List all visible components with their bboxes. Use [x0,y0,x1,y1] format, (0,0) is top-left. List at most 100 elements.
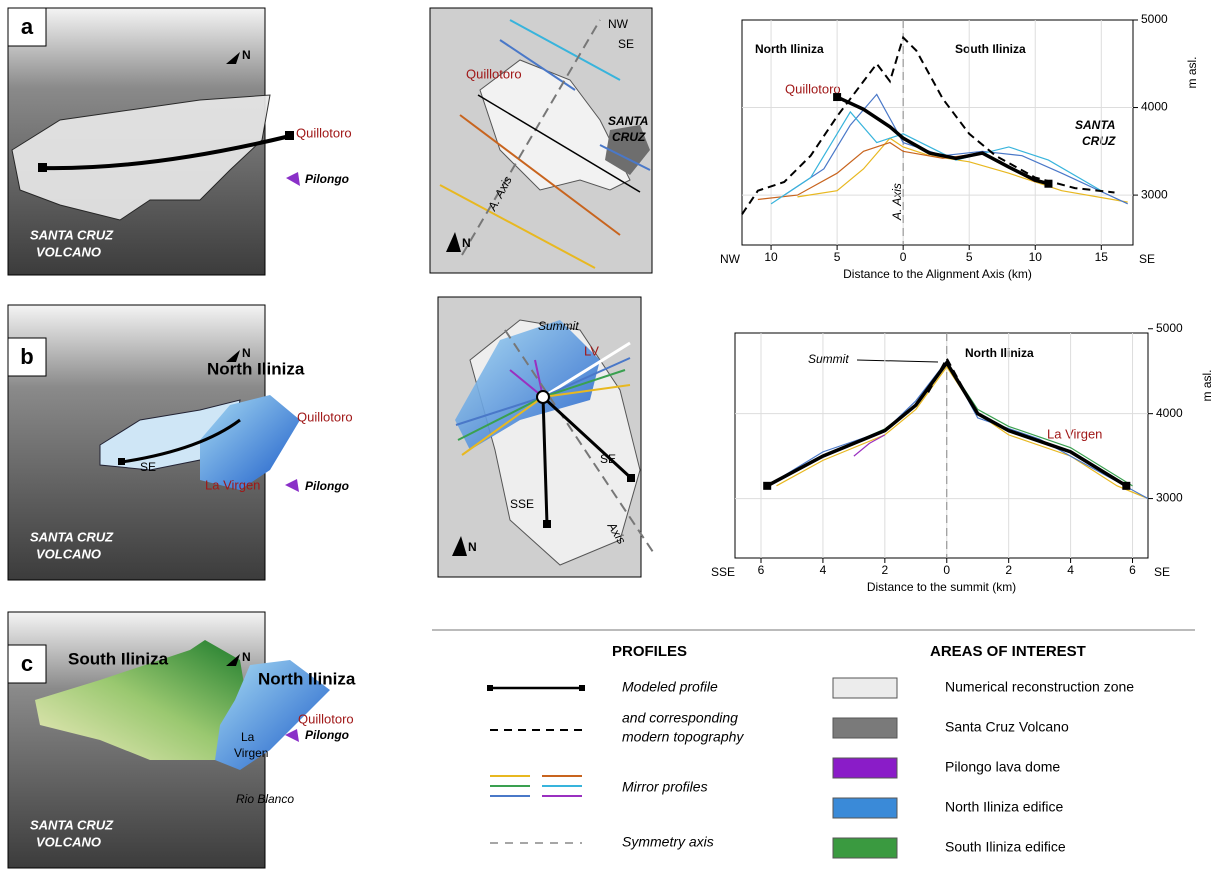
x-tick-label: 15 [1095,250,1109,264]
annotation: South Iliniza [955,42,1026,56]
legend-item: Santa Cruz Volcano [945,719,1069,735]
direction-label: NW [720,252,741,266]
annotation: Quillotoro [785,81,841,96]
panel-letter: a [21,14,34,39]
y-tick-label: 4000 [1156,406,1183,420]
profile-end [1122,481,1131,490]
x-tick-label: 2 [1005,563,1012,577]
x-tick-label: 5 [834,250,841,264]
map-label: Quillotoro [298,711,354,726]
x-tick-label: 0 [900,250,907,264]
plot-area [734,332,1149,559]
x-tick-label: 0 [943,563,950,577]
y-axis-title: m asl. [1185,56,1199,88]
map-3d-a: a N Quillotoro Pilongo SANTA CRUZ VOLCAN… [7,7,352,276]
y-tick-label: 4000 [1141,100,1168,114]
map-label: SE [600,452,616,466]
legend-item: Symmetry axis [622,834,714,850]
map-label: Quillotoro [297,409,353,424]
y-tick-label: 5000 [1141,12,1168,26]
legend-item: Pilongo lava dome [945,759,1060,775]
area-swatch [832,757,898,779]
legend-item: Numerical reconstruction zone [945,679,1134,695]
annotation: North Iliniza [965,346,1034,360]
direction-label: SE [1139,252,1155,266]
annotation: SANTA [1075,118,1115,132]
map-label: SE [140,460,156,474]
map-label: VOLCANO [36,834,101,849]
legend-item: North Iliniza edifice [945,799,1063,815]
legend-item: Modeled profile [622,679,718,695]
x-tick-label: 6 [1129,563,1136,577]
north-arrow-icon [226,654,240,666]
panel-letter: c [21,651,33,676]
map-label: SANTA CRUZ [30,817,114,832]
legend-item: South Iliniza edifice [945,839,1066,855]
y-tick-label: 5000 [1156,321,1183,335]
profile-end [833,93,842,102]
profile-line [773,361,1133,487]
area-swatch [832,797,898,819]
map-label: SANTA CRUZ [30,227,114,242]
mirror-swatches [490,775,582,797]
legend-title: AREAS OF INTEREST [930,643,1086,660]
plan-map-b: Summit LV SE SSE Axis N [437,296,656,578]
area-items: Numerical reconstruction zone Santa Cruz … [832,677,1134,859]
map-label: SANTA [608,114,648,128]
x-tick-label: 10 [764,250,778,264]
map-label: Quillotoro [296,125,352,140]
x-tick-label: 2 [882,563,889,577]
map-label: Pilongo [305,479,349,493]
north-arrow-icon [226,52,240,64]
annotation: La Virgen [1047,426,1102,441]
plot-area [741,19,1134,246]
profile-line [770,110,1102,205]
map-label: SE [618,37,634,51]
y-tick-label: 3000 [1156,491,1183,505]
profile-end [763,481,772,490]
north-arrow-icon [452,536,467,556]
y-tick-label: 3000 [1141,187,1168,201]
map-3d-c: c N South Iliniza North Iliniza Quilloto… [7,611,356,869]
map-label: SANTA CRUZ [30,529,114,544]
x-axis-title: Distance to the summit (km) [867,580,1016,594]
annotation: CRUZ [1082,134,1116,148]
annotation: Summit [808,352,849,366]
annotation: A. Axis [890,183,904,221]
map-label: North Iliniza [207,359,305,378]
map-label: La [241,730,255,744]
profile-line [853,434,886,457]
profile-end [1044,179,1053,188]
legend-item: modern topography [622,729,744,745]
map-label: LV [584,343,599,358]
map-label: CRUZ [612,130,646,144]
map-label: North Iliniza [258,669,356,688]
map-label: Virgen [234,746,268,760]
north-arrow: N [462,236,471,250]
map-label: VOLCANO [36,244,101,259]
map-label: NW [608,17,629,31]
north-arrow: N [468,540,477,554]
x-tick-label: 4 [1067,563,1074,577]
map-label: SSE [510,497,534,511]
y-axis-title: m asl. [1200,369,1213,401]
area-swatch [832,837,898,859]
north-arrow: N [242,346,251,360]
north-arrow: N [242,48,251,62]
x-tick-label: 10 [1029,250,1043,264]
map-label: Pilongo [305,728,349,742]
map-label: Summit [538,319,579,333]
profile-line [741,35,1115,215]
profile-line [836,95,1049,186]
profile-line [797,137,1128,203]
map-label: Rio Blanco [236,792,294,806]
map-label: South Iliniza [68,649,169,668]
x-tick-label: 6 [758,563,765,577]
legend-item: Mirror profiles [622,779,708,795]
map-label: VOLCANO [36,546,101,561]
map-label: La Virgen [205,477,260,492]
legend: PROFILES Modeled profile and correspondi… [432,629,1195,859]
north-arrow-icon [446,232,461,252]
x-tick-label: 4 [820,563,827,577]
